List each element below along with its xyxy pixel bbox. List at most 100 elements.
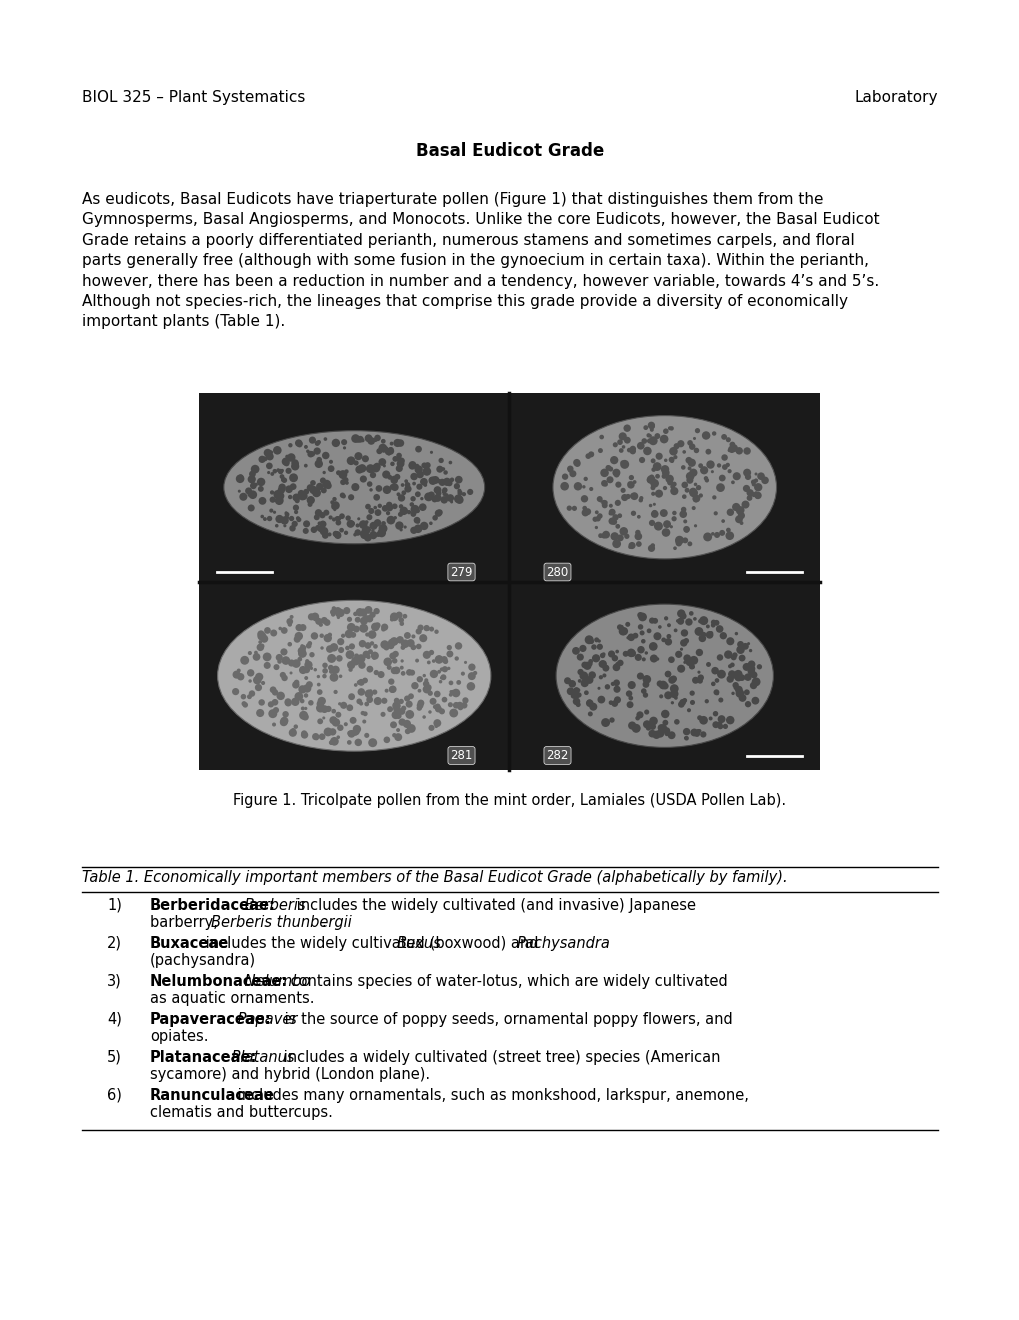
- Circle shape: [664, 671, 671, 677]
- Circle shape: [269, 496, 275, 503]
- Circle shape: [348, 643, 355, 649]
- Circle shape: [567, 688, 574, 696]
- Circle shape: [449, 500, 452, 503]
- Circle shape: [728, 446, 735, 453]
- Circle shape: [450, 690, 454, 693]
- Circle shape: [414, 517, 420, 524]
- Circle shape: [389, 721, 396, 729]
- Circle shape: [583, 661, 591, 671]
- Circle shape: [756, 664, 761, 669]
- Circle shape: [390, 475, 397, 482]
- Circle shape: [646, 438, 651, 444]
- Circle shape: [315, 525, 320, 531]
- Circle shape: [343, 531, 347, 535]
- Circle shape: [353, 611, 358, 616]
- Circle shape: [686, 477, 693, 484]
- Circle shape: [267, 471, 270, 474]
- Circle shape: [657, 725, 664, 731]
- Circle shape: [289, 483, 297, 490]
- Circle shape: [436, 491, 441, 496]
- Circle shape: [748, 665, 755, 672]
- Circle shape: [649, 723, 655, 730]
- Circle shape: [309, 437, 316, 444]
- Circle shape: [300, 698, 305, 704]
- Circle shape: [303, 528, 309, 533]
- Circle shape: [317, 689, 322, 694]
- Circle shape: [389, 484, 395, 490]
- Text: 2): 2): [107, 936, 122, 950]
- Circle shape: [661, 474, 666, 479]
- Circle shape: [611, 515, 619, 520]
- Circle shape: [651, 510, 656, 515]
- Circle shape: [616, 513, 622, 517]
- Circle shape: [428, 710, 431, 714]
- Circle shape: [640, 688, 646, 694]
- Circle shape: [365, 632, 369, 636]
- Circle shape: [333, 607, 341, 615]
- Circle shape: [364, 606, 372, 614]
- Circle shape: [237, 474, 244, 479]
- Circle shape: [276, 492, 284, 500]
- Circle shape: [730, 655, 736, 660]
- Circle shape: [636, 711, 643, 718]
- Circle shape: [720, 454, 728, 461]
- Circle shape: [308, 700, 313, 706]
- Circle shape: [631, 723, 640, 733]
- Circle shape: [650, 511, 658, 517]
- Circle shape: [442, 492, 445, 496]
- Circle shape: [681, 482, 688, 488]
- Circle shape: [458, 705, 463, 710]
- Circle shape: [616, 660, 623, 667]
- Circle shape: [652, 731, 660, 739]
- Circle shape: [756, 473, 764, 480]
- Circle shape: [389, 442, 393, 446]
- Circle shape: [298, 685, 307, 693]
- Text: 1): 1): [107, 898, 121, 913]
- Circle shape: [693, 524, 696, 528]
- Circle shape: [669, 487, 678, 495]
- Circle shape: [434, 655, 443, 664]
- Circle shape: [748, 649, 752, 652]
- Text: Berberis thunbergii: Berberis thunbergii: [211, 915, 352, 931]
- Circle shape: [683, 638, 689, 644]
- Circle shape: [705, 434, 709, 438]
- Circle shape: [384, 689, 388, 693]
- Circle shape: [454, 643, 462, 649]
- Circle shape: [687, 458, 695, 467]
- Circle shape: [323, 437, 327, 441]
- Circle shape: [622, 445, 625, 449]
- Circle shape: [644, 651, 647, 655]
- Circle shape: [359, 520, 367, 529]
- Text: Nelumbo: Nelumbo: [239, 974, 310, 989]
- Circle shape: [680, 648, 683, 651]
- Circle shape: [299, 711, 308, 719]
- Circle shape: [630, 511, 636, 516]
- Circle shape: [287, 642, 291, 647]
- Circle shape: [354, 453, 362, 461]
- Circle shape: [383, 657, 391, 667]
- Circle shape: [710, 532, 714, 536]
- Circle shape: [680, 639, 687, 647]
- Circle shape: [671, 701, 674, 705]
- Circle shape: [395, 611, 403, 619]
- Circle shape: [292, 504, 299, 511]
- Circle shape: [630, 492, 638, 500]
- Circle shape: [300, 624, 306, 631]
- Circle shape: [597, 533, 602, 539]
- Circle shape: [308, 614, 315, 620]
- Circle shape: [310, 451, 315, 457]
- Circle shape: [334, 532, 341, 539]
- Circle shape: [398, 718, 406, 726]
- Circle shape: [257, 478, 265, 486]
- Circle shape: [428, 478, 433, 482]
- Circle shape: [417, 689, 421, 693]
- Circle shape: [449, 690, 452, 693]
- Circle shape: [288, 474, 298, 482]
- Circle shape: [601, 652, 605, 656]
- Circle shape: [606, 477, 613, 483]
- Circle shape: [667, 426, 672, 430]
- Circle shape: [667, 731, 675, 739]
- Circle shape: [434, 725, 437, 729]
- Circle shape: [685, 473, 694, 480]
- Circle shape: [334, 516, 339, 521]
